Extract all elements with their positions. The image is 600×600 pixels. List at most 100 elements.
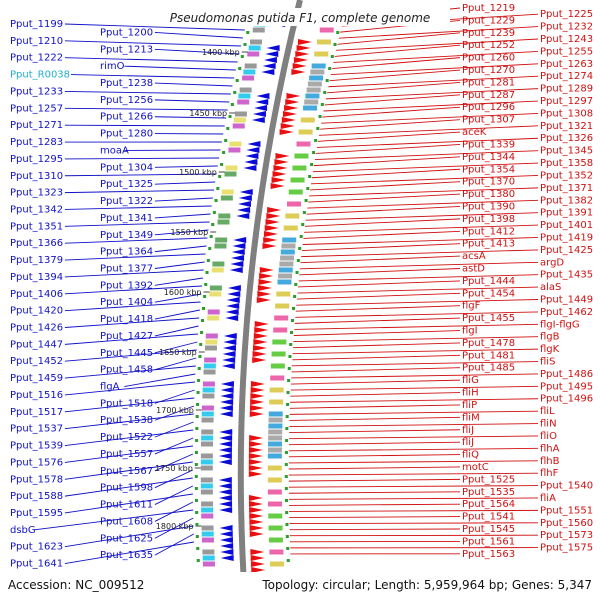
gene-label-right[interactable]: Pput_1270 <box>462 65 515 76</box>
gene-label-right[interactable]: Pput_1485 <box>462 363 515 374</box>
gene-label-right[interactable]: Pput_1370 <box>462 177 515 188</box>
gene-label-right[interactable]: Pput_1413 <box>462 239 515 250</box>
gene-label-right[interactable]: Pput_1478 <box>462 338 515 349</box>
gene-label-right[interactable]: Pput_1495 <box>540 381 593 392</box>
gene-label-right[interactable]: flgK <box>540 344 560 355</box>
gene-label-left[interactable]: Pput_R0038 <box>10 70 70 81</box>
gene-label-left[interactable]: Pput_1266 <box>100 112 153 123</box>
gene-label-right[interactable]: Pput_1573 <box>540 530 593 541</box>
gene-label-left[interactable]: Pput_1379 <box>10 255 63 266</box>
gene-label-right[interactable]: Pput_1486 <box>540 369 593 380</box>
gene-label-right[interactable]: Pput_1560 <box>540 518 593 529</box>
gene-label-right[interactable]: alaS <box>540 282 561 293</box>
gene-label-left[interactable]: Pput_1578 <box>10 474 63 485</box>
gene-label-left[interactable]: Pput_1426 <box>10 323 63 334</box>
gene-label-right[interactable]: motC <box>462 462 489 473</box>
gene-label-right[interactable]: fliJ <box>462 425 474 436</box>
gene-label-left[interactable]: Pput_1459 <box>10 373 63 384</box>
gene-label-left[interactable]: Pput_1625 <box>100 533 153 544</box>
gene-label-right[interactable]: Pput_1481 <box>462 350 515 361</box>
gene-label-right[interactable]: astD <box>462 263 485 274</box>
gene-label-right[interactable]: Pput_1435 <box>540 270 593 281</box>
gene-label-left[interactable]: moaA <box>100 145 129 156</box>
gene-label-right[interactable]: Pput_1345 <box>540 146 593 157</box>
gene-label-left[interactable]: Pput_1200 <box>100 27 153 38</box>
gene-label-right[interactable]: fliQ <box>462 450 479 461</box>
gene-label-left[interactable]: flgA <box>100 382 120 393</box>
gene-label-left[interactable]: Pput_1641 <box>10 559 63 570</box>
gene-label-left[interactable]: Pput_1322 <box>100 196 153 207</box>
gene-label-right[interactable]: Pput_1252 <box>462 40 515 51</box>
gene-label-right[interactable]: Pput_1243 <box>540 34 593 45</box>
gene-label-left[interactable]: Pput_1406 <box>10 289 63 300</box>
gene-label-right[interactable]: Pput_1551 <box>540 505 593 516</box>
gene-label-left[interactable]: Pput_1567 <box>100 466 153 477</box>
gene-label-right[interactable]: Pput_1307 <box>462 115 515 126</box>
gene-label-right[interactable]: fliS <box>540 357 555 368</box>
gene-label-right[interactable]: fliO <box>540 431 557 442</box>
gene-label-right[interactable]: Pput_1380 <box>462 189 515 200</box>
gene-label-right[interactable]: Pput_1419 <box>540 232 593 243</box>
gene-label-right[interactable]: fliM <box>462 412 480 423</box>
gene-label-left[interactable]: Pput_1304 <box>100 162 153 173</box>
gene-label-left[interactable]: Pput_1342 <box>10 204 63 215</box>
gene-label-right[interactable]: Pput_1339 <box>462 139 515 150</box>
gene-label-left[interactable]: Pput_1598 <box>100 483 153 494</box>
gene-label-right[interactable]: Pput_1382 <box>540 195 593 206</box>
gene-label-right[interactable]: Pput_1412 <box>462 226 515 237</box>
gene-label-left[interactable]: Pput_1349 <box>100 230 153 241</box>
gene-label-left[interactable]: Pput_1394 <box>10 272 63 283</box>
gene-label-left[interactable]: Pput_1588 <box>10 491 63 502</box>
gene-label-right[interactable]: flgF <box>462 301 481 312</box>
gene-label-left[interactable]: Pput_1199 <box>10 19 63 30</box>
gene-label-right[interactable]: Pput_1229 <box>462 15 515 26</box>
gene-label-right[interactable]: Pput_1326 <box>540 133 593 144</box>
gene-label-right[interactable]: Pput_1561 <box>462 536 515 547</box>
gene-label-left[interactable]: Pput_1377 <box>100 263 153 274</box>
gene-label-left[interactable]: Pput_1623 <box>10 542 63 553</box>
gene-label-right[interactable]: Pput_1321 <box>540 121 593 132</box>
gene-label-right[interactable]: Pput_1541 <box>462 512 515 523</box>
gene-label-right[interactable]: acsA <box>462 251 486 262</box>
gene-label-right[interactable]: Pput_1444 <box>462 276 515 287</box>
gene-label-right[interactable]: flgI <box>462 326 478 337</box>
gene-label-right[interactable]: flgB <box>540 332 560 343</box>
gene-label-left[interactable]: Pput_1518 <box>100 398 153 409</box>
gene-label-left[interactable]: Pput_1364 <box>100 247 153 258</box>
gene-label-left[interactable]: Pput_1452 <box>10 356 63 367</box>
gene-label-left[interactable]: Pput_1222 <box>10 53 63 64</box>
gene-label-left[interactable]: Pput_1404 <box>100 297 153 308</box>
gene-label-right[interactable]: Pput_1274 <box>540 71 593 82</box>
gene-label-left[interactable]: Pput_1522 <box>100 432 153 443</box>
gene-label-left[interactable]: dsbG <box>10 525 36 536</box>
gene-label-left[interactable]: Pput_1210 <box>10 36 63 47</box>
gene-label-left[interactable]: Pput_1257 <box>10 103 63 114</box>
gene-label-right[interactable]: fliG <box>462 375 479 386</box>
gene-label-right[interactable]: fliJ <box>462 437 474 448</box>
gene-label-right[interactable]: fliP <box>462 400 477 411</box>
gene-label-right[interactable]: Pput_1540 <box>540 481 593 492</box>
gene-label-left[interactable]: Pput_1635 <box>100 550 153 561</box>
gene-label-right[interactable]: flhB <box>540 456 560 467</box>
gene-label-right[interactable]: Pput_1564 <box>462 499 515 510</box>
gene-label-right[interactable]: argD <box>540 257 564 268</box>
gene-label-right[interactable]: Pput_1287 <box>462 90 515 101</box>
gene-label-right[interactable]: Pput_1281 <box>462 77 515 88</box>
gene-label-right[interactable]: Pput_1390 <box>462 201 515 212</box>
gene-label-right[interactable]: Pput_1449 <box>540 295 593 306</box>
gene-label-left[interactable]: Pput_1366 <box>10 238 63 249</box>
gene-label-left[interactable]: Pput_1310 <box>10 171 63 182</box>
gene-label-right[interactable]: Pput_1575 <box>540 543 593 554</box>
gene-label-left[interactable]: Pput_1516 <box>10 390 63 401</box>
gene-label-right[interactable]: Pput_1454 <box>462 288 515 299</box>
gene-label-left[interactable]: Pput_1557 <box>100 449 153 460</box>
gene-label-left[interactable]: Pput_1458 <box>100 365 153 376</box>
gene-label-right[interactable]: Pput_1354 <box>462 164 515 175</box>
gene-label-right[interactable]: Pput_1563 <box>462 549 515 560</box>
gene-label-right[interactable]: flhA <box>540 443 560 454</box>
gene-label-right[interactable]: Pput_1225 <box>540 9 593 20</box>
gene-label-right[interactable]: Pput_1525 <box>462 474 515 485</box>
gene-label-right[interactable]: Pput_1545 <box>462 524 515 535</box>
gene-label-right[interactable]: fliN <box>540 419 557 430</box>
gene-label-right[interactable]: aceK <box>462 127 487 138</box>
